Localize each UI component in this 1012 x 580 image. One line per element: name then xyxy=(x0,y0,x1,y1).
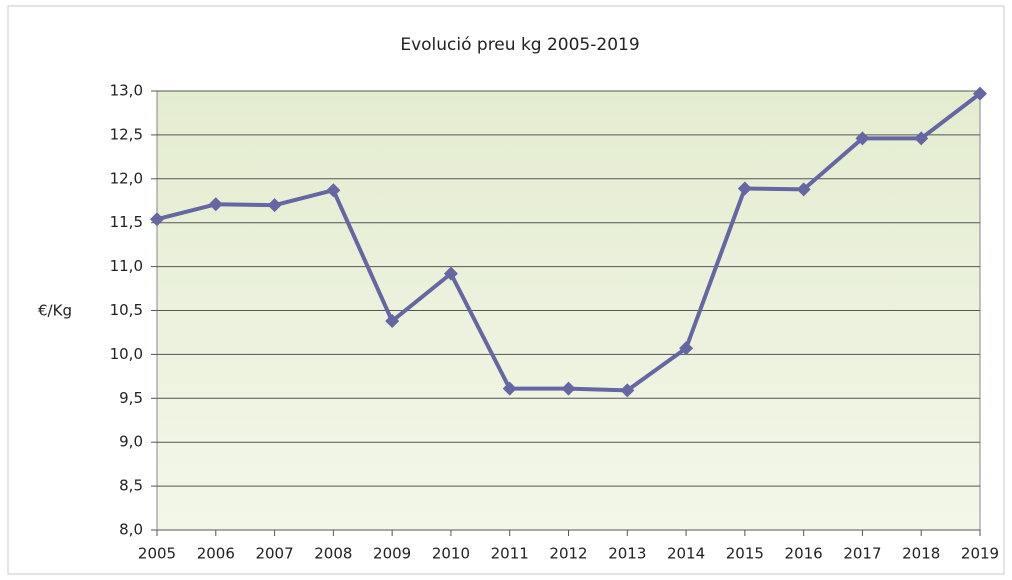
y-tick-label: 10,5 xyxy=(110,301,143,319)
data-point xyxy=(443,266,458,281)
x-tick-label: 2012 xyxy=(549,545,587,563)
x-tick-label: 2015 xyxy=(726,545,764,563)
x-tick-label: 2018 xyxy=(902,545,940,563)
x-tick-label: 2019 xyxy=(961,545,999,563)
data-point xyxy=(150,212,164,227)
data-point xyxy=(973,86,987,101)
data-point xyxy=(796,182,811,197)
data-point xyxy=(914,131,929,146)
y-tick-label: 10,0 xyxy=(110,345,143,363)
y-tick-label: 12,5 xyxy=(110,125,143,143)
y-axis-label: €/Kg xyxy=(38,302,72,320)
x-tick-label: 2013 xyxy=(608,545,646,563)
data-point xyxy=(561,381,576,396)
data-point xyxy=(267,198,282,213)
chart-title: Evolució preu kg 2005-2019 xyxy=(400,35,639,55)
data-point xyxy=(326,183,341,198)
x-tick-label: 2016 xyxy=(785,545,823,563)
x-tick-label: 2009 xyxy=(373,545,411,563)
data-point xyxy=(855,131,870,146)
y-tick-label: 9,5 xyxy=(119,389,143,407)
data-point xyxy=(385,314,400,329)
x-tick-label: 2007 xyxy=(255,545,293,563)
x-tick-label: 2017 xyxy=(843,545,881,563)
data-point xyxy=(502,381,517,396)
data-point xyxy=(679,341,694,356)
x-tick-label: 2006 xyxy=(197,545,235,563)
x-tick-label: 2014 xyxy=(667,545,705,563)
y-tick-label: 9,0 xyxy=(119,433,143,451)
y-tick-label: 12,0 xyxy=(110,169,143,187)
y-tick-label: 13,0 xyxy=(110,82,143,100)
data-point xyxy=(620,383,635,398)
y-tick-label: 11,0 xyxy=(110,257,143,275)
y-tick-label: 8,0 xyxy=(119,521,143,539)
x-tick-label: 2010 xyxy=(432,545,470,563)
y-tick-label: 8,5 xyxy=(119,477,143,495)
x-tick-label: 2005 xyxy=(138,545,176,563)
x-tick-label: 2011 xyxy=(491,545,529,563)
data-point xyxy=(208,197,223,212)
x-tick-label: 2008 xyxy=(314,545,352,563)
y-tick-label: 11,5 xyxy=(110,213,143,231)
data-point xyxy=(737,181,752,196)
